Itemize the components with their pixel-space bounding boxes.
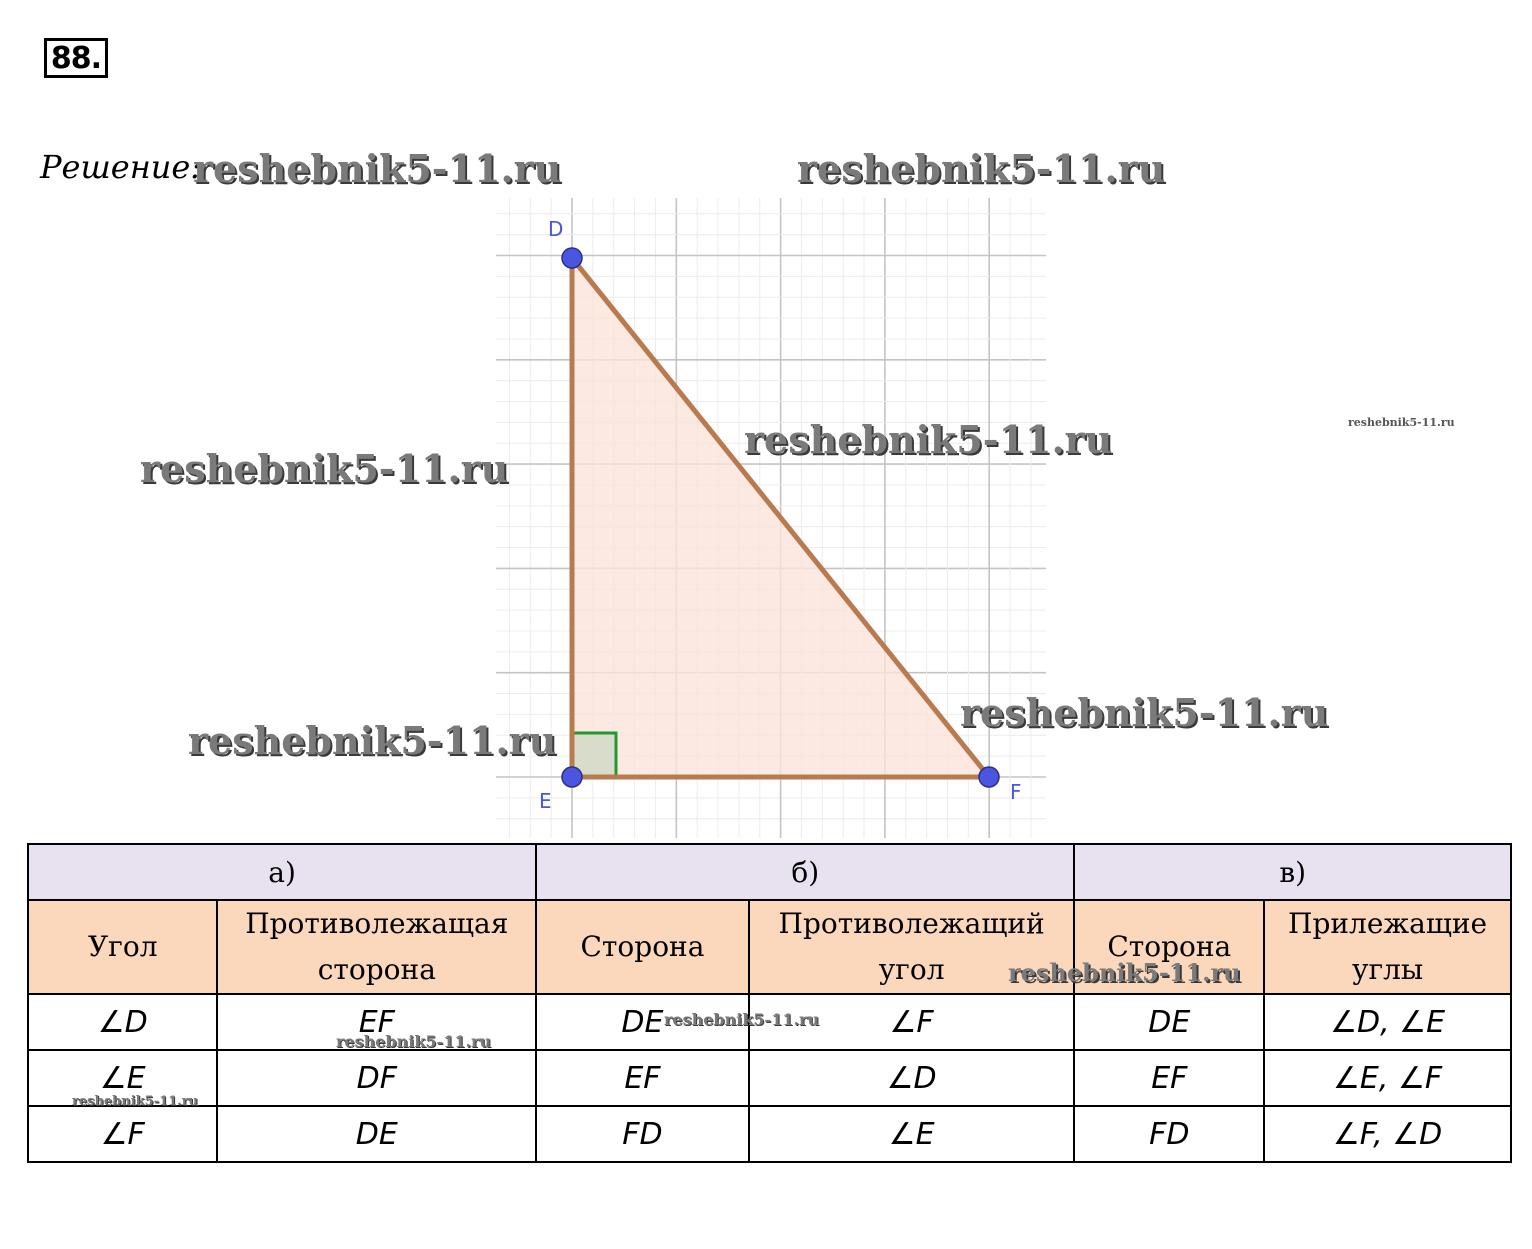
table-cell: FD bbox=[535, 1105, 750, 1163]
watermark: reshebnik5-11.ru bbox=[664, 1010, 820, 1029]
watermark: reshebnik5-11.ru bbox=[72, 1094, 199, 1109]
header-side-b: Сторона bbox=[535, 899, 750, 995]
watermark: reshebnik5-11.ru bbox=[1348, 416, 1455, 429]
point-e bbox=[561, 766, 583, 788]
table-cell: ∠D bbox=[747, 1049, 1076, 1107]
table-cell: EF bbox=[216, 993, 538, 1051]
watermark: reshebnik5-11.ru bbox=[1008, 958, 1241, 987]
table-cell: DE bbox=[535, 993, 750, 1051]
header-adjacent-angles: Прилежащие углы bbox=[1263, 899, 1512, 995]
table-cell: ∠F, ∠D bbox=[1263, 1105, 1512, 1163]
table-cell: ∠F bbox=[747, 993, 1076, 1051]
header-angle: Угол bbox=[26, 899, 219, 995]
triangle-sides bbox=[569, 256, 992, 780]
table-cell: DF bbox=[216, 1049, 538, 1107]
group-a-header: а) bbox=[26, 843, 538, 901]
table-cell: ∠E bbox=[26, 1049, 219, 1107]
table-cell: DE bbox=[1073, 993, 1266, 1051]
watermark: reshebnik5-11.ru bbox=[188, 718, 557, 763]
table-group-row: а) б) в) bbox=[26, 843, 1512, 901]
solution-label: Решение: bbox=[40, 148, 202, 186]
table-cell: ∠F bbox=[26, 1105, 219, 1163]
solution-table: а) б) в) Угол Противолежащая сторона Стор… bbox=[26, 843, 1512, 1163]
watermark: reshebnik5-11.ru bbox=[193, 146, 562, 191]
header-opposite-angle: Противолежащий угол bbox=[747, 899, 1076, 995]
table-cell: ∠D, ∠E bbox=[1263, 993, 1512, 1051]
group-c-header: в) bbox=[1073, 843, 1512, 901]
header-side-c: Сторона bbox=[1073, 899, 1266, 995]
table-header-row: Угол Противолежащая сторона Сторона Проти… bbox=[26, 899, 1512, 995]
watermark: reshebnik5-11.ru bbox=[960, 690, 1329, 735]
watermark: reshebnik5-11.ru bbox=[140, 446, 509, 491]
table-cell: ∠D bbox=[26, 993, 219, 1051]
watermark: reshebnik5-11.ru bbox=[744, 417, 1113, 462]
table-row: ∠F DE FD ∠E FD ∠F, ∠D bbox=[26, 1105, 1512, 1163]
watermark: reshebnik5-11.ru bbox=[797, 146, 1166, 191]
table-row: ∠E DF EF ∠D EF ∠E, ∠F bbox=[26, 1049, 1512, 1107]
header-opposite-side: Противолежащая сторона bbox=[216, 899, 538, 995]
table-cell: FD bbox=[1073, 1105, 1266, 1163]
table-cell: ∠E bbox=[747, 1105, 1076, 1163]
table-cell: ∠E, ∠F bbox=[1263, 1049, 1512, 1107]
point-f bbox=[978, 766, 1000, 788]
problem-number: 88. bbox=[44, 38, 108, 78]
label-f: F bbox=[1010, 780, 1022, 804]
watermark: reshebnik5-11.ru bbox=[336, 1032, 492, 1051]
triangle-diagram: D E F bbox=[496, 198, 1046, 838]
group-b-header: б) bbox=[535, 843, 1076, 901]
label-e: E bbox=[539, 789, 552, 813]
table-cell: EF bbox=[1073, 1049, 1266, 1107]
point-d bbox=[561, 247, 583, 269]
table-row: ∠D EF DE ∠F DE ∠D, ∠E bbox=[26, 993, 1512, 1051]
table-cell: EF bbox=[535, 1049, 750, 1107]
label-d: D bbox=[548, 217, 563, 241]
table-cell: DE bbox=[216, 1105, 538, 1163]
